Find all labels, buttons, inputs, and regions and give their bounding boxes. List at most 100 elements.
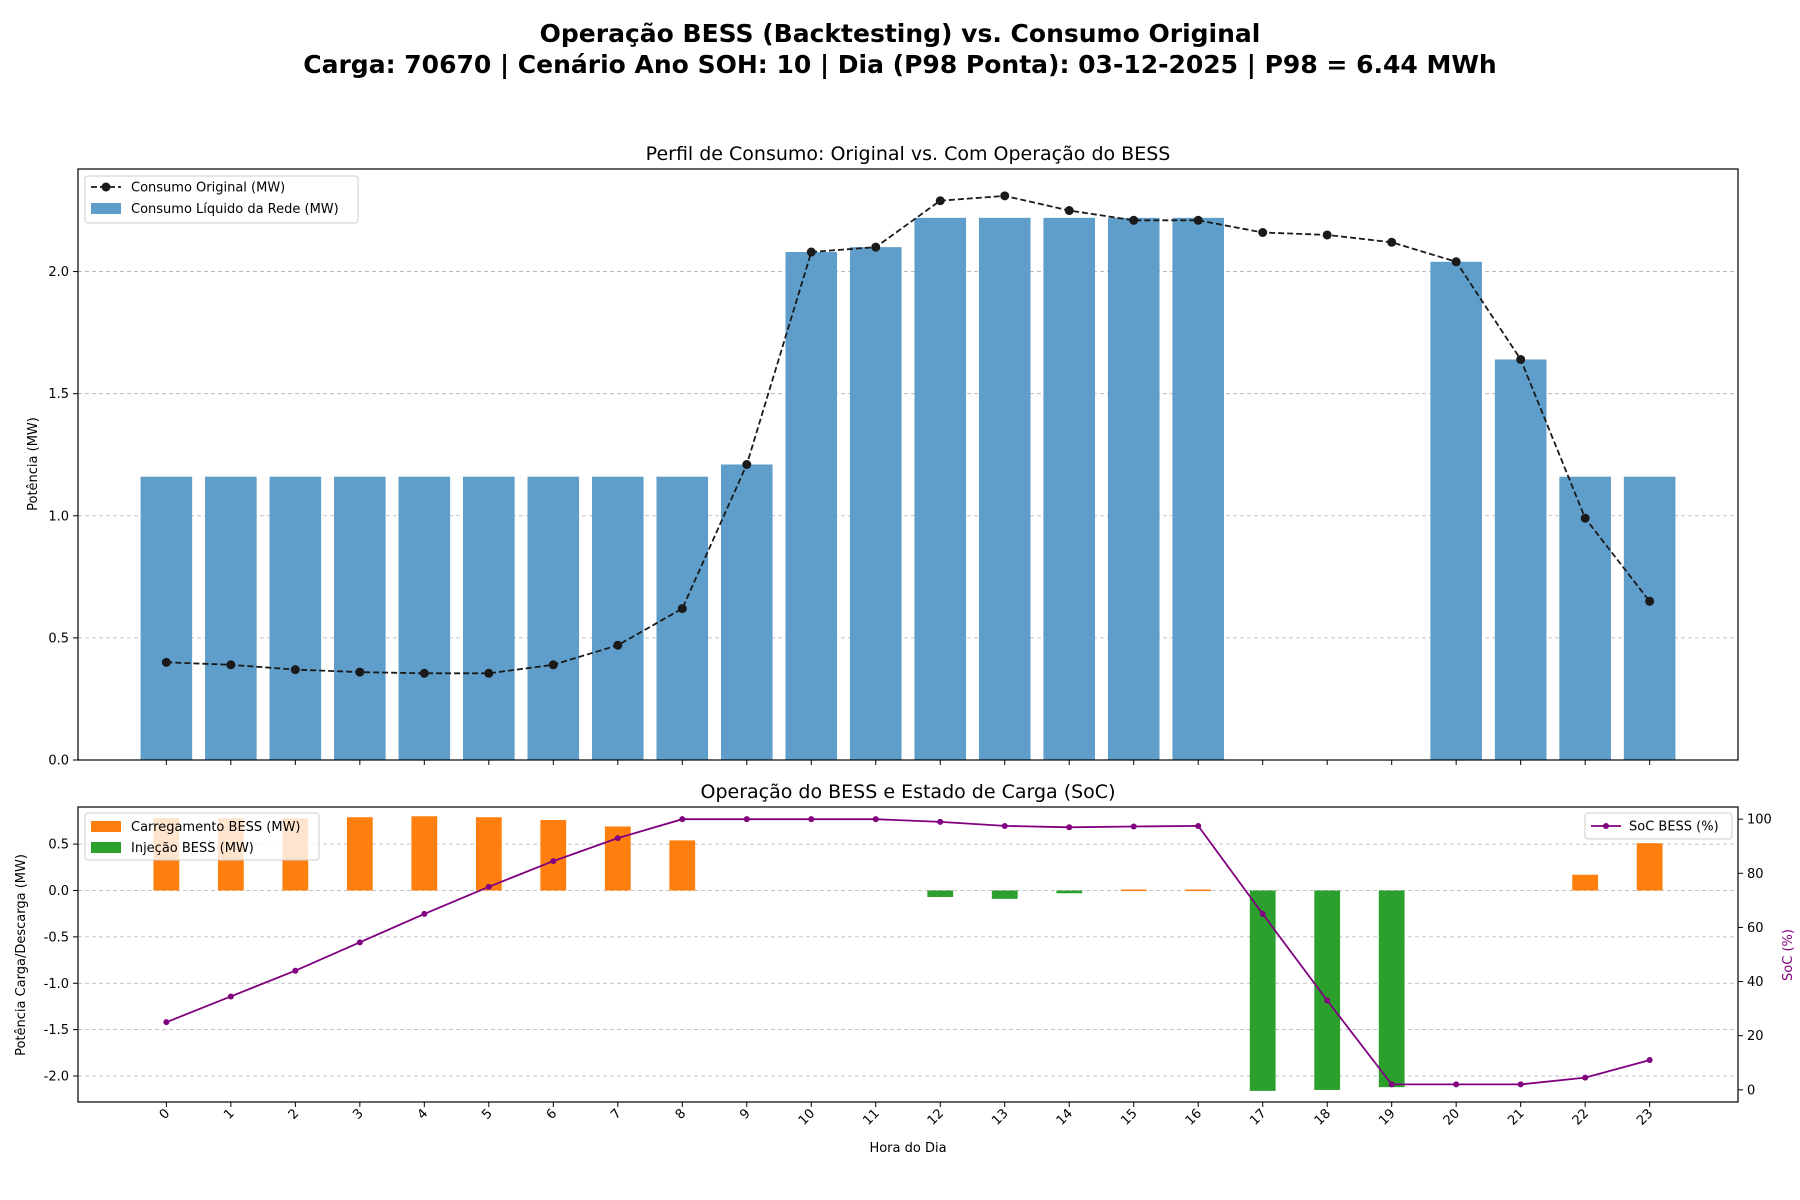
top-legend-bar-swatch [91,203,121,214]
grid-consumption-bar [720,464,773,760]
bottom-chart-soc-line [163,816,1653,1088]
original-consumption-point [548,660,558,670]
grid-consumption-bar [334,476,386,760]
original-consumption-point [1580,513,1590,523]
bottom-right-y-tick-label: 0 [1747,1083,1755,1098]
original-consumption-point [1322,230,1332,240]
grid-consumption-bar [785,252,838,760]
original-consumption-point [1516,354,1526,364]
bess-discharge-bar [1249,890,1276,1091]
bottom-legend-discharge-label: Injeção BESS (MW) [131,841,254,856]
original-consumption-point [1645,596,1655,606]
grid-consumption-bar [140,476,193,760]
grid-consumption-bar [1107,217,1160,761]
original-consumption-point [1064,206,1074,216]
top-y-tick-label: 0.5 [48,631,69,646]
bottom-y-tick-label: 0.0 [48,884,69,899]
bottom-right-legend-soc-label: SoC BESS (%) [1629,820,1719,835]
grid-consumption-bar [269,476,322,760]
bottom-chart-ylabel: Potência Carga/Descarga (MW) [14,854,29,1056]
original-consumption-point [871,242,881,252]
grid-consumption-bar [1494,359,1547,760]
top-chart-x-ticks [165,760,1651,765]
original-consumption-line [166,194,1651,675]
grid-consumption-bar [205,476,257,760]
original-consumption-point [1387,237,1397,247]
bess-discharge-bar [1378,890,1405,1088]
bess-charge-bar [1636,843,1663,891]
original-consumption-point [806,247,816,257]
soc-point [227,993,234,1000]
soc-point [614,835,621,842]
soc-point [679,816,686,823]
soc-point [1324,997,1331,1004]
top-y-tick-label: 1.5 [48,387,69,402]
soc-point [808,816,815,823]
soc-point [1646,1057,1653,1064]
top-chart-y-ticks: 0.0 0.5 1.0 1.5 2.0 [48,265,78,769]
bess-operation-chart: Operação do BESS e Estado de Carga (SoC)… [14,781,1796,1156]
bess-discharge-bar [991,890,1018,899]
bess-discharge-bar [927,890,954,897]
bess-charge-bar [411,816,438,891]
soc-point [550,858,557,865]
bottom-chart-y-ticks: -2.0 -1.5 -1.0 -0.5 0.0 0.5 [44,838,78,1085]
bottom-legend-charge-label: Carregamento BESS (MW) [131,820,301,835]
grid-consumption-bar [849,247,902,761]
bottom-y-tick-label: -1.0 [44,977,69,992]
bess-charge-bar [346,817,373,891]
bottom-right-y-tick-label: 80 [1747,867,1764,882]
bottom-right-y-tick-label: 40 [1747,975,1764,990]
top-legend-line-marker [101,182,111,192]
soc-point [1130,823,1137,830]
top-chart-original-line [161,191,1655,678]
original-consumption-point [226,660,236,670]
bottom-right-y-tick-label: 60 [1747,921,1764,936]
original-consumption-point [419,668,429,678]
grid-consumption-bar [591,476,644,760]
soc-point [163,1019,170,1026]
original-consumption-point [1193,215,1203,225]
soc-point [1195,822,1202,829]
bottom-chart-right-legend: SoC BESS (%) [1584,812,1733,840]
grid-consumption-bar [1430,261,1482,760]
top-y-tick-label: 2.0 [48,265,69,280]
soc-point [356,939,363,946]
top-legend-original-label: Consumo Original (MW) [131,181,285,196]
figure-suptitle-line1: Operação BESS (Backtesting) vs. Consumo … [540,19,1261,48]
grid-consumption-bar [398,476,451,760]
soc-point [1001,822,1008,829]
bottom-right-y-tick-label: 100 [1747,813,1772,828]
soc-point [1453,1081,1460,1088]
original-consumption-point [161,657,171,667]
bottom-y-tick-label: -0.5 [44,930,69,945]
top-chart-frame [77,168,1739,761]
bottom-chart-frame [77,806,1739,1103]
original-consumption-point [935,196,945,206]
bess-discharge-bar [1056,890,1083,894]
soc-point [1517,1081,1524,1088]
figure-suptitle-line2: Carga: 70670 | Cenário Ano SOH: 10 | Dia… [303,50,1496,79]
soc-point [292,967,299,974]
original-consumption-point [677,604,687,614]
bottom-chart-legend: Carregamento BESS (MW) Injeção BESS (MW) [84,812,320,861]
bottom-y-tick-label: -2.0 [44,1070,69,1085]
original-consumption-point [1129,215,1139,225]
top-chart-legend: Consumo Original (MW) Consumo Líquido da… [84,175,359,224]
top-legend-grid-label: Consumo Líquido da Rede (MW) [131,202,339,217]
original-consumption-point [742,460,752,469]
soc-point [421,910,428,917]
bess-charge-bar [475,817,502,891]
soc-line [166,818,1650,1086]
bess-charge-bar [669,840,696,891]
soc-point [937,818,944,825]
original-consumption-point [484,668,494,678]
bottom-y-tick-label: -1.5 [44,1023,69,1038]
grid-consumption-bar [1623,476,1676,760]
original-consumption-point [613,640,623,650]
original-consumption-point [1451,257,1461,267]
grid-consumption-bar [1043,217,1096,761]
top-chart-bars [140,217,1676,761]
bess-charge-bar [540,819,567,891]
